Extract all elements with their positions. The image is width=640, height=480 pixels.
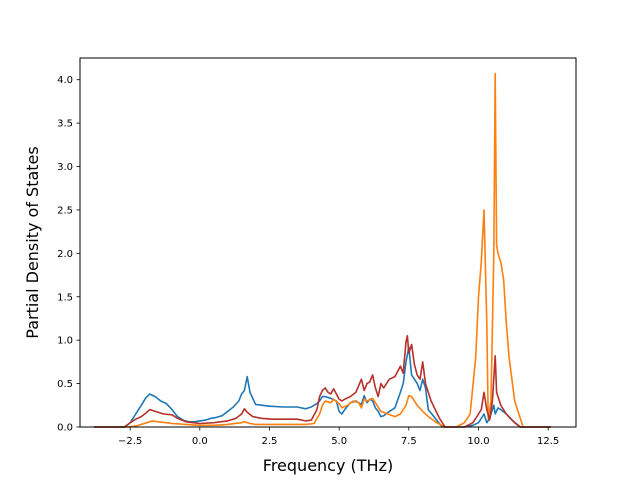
series-line-3: [93, 335, 551, 428]
y-tick-label: 1.0: [57, 336, 73, 347]
plot-frame: [79, 57, 577, 428]
y-tick-label: 1.5: [57, 292, 73, 303]
y-tick-label: 2.5: [57, 205, 73, 216]
y-tick-label: 3.5: [57, 119, 73, 130]
x-tick-label: 5.0: [331, 436, 347, 447]
x-tick-label: 2.5: [262, 436, 278, 447]
x-tick-label: 7.5: [401, 436, 417, 447]
x-tick-label: −2.5: [118, 436, 142, 447]
x-tick-label: 10.0: [467, 436, 489, 447]
x-axis: −2.5 0.0 2.5 5.0 7.5 10.0 12.5: [118, 427, 559, 447]
y-axis: 0.0 0.5 1.0 1.5 2.0 2.5 3.0 3.5 4.0: [57, 75, 80, 434]
series-line-2: [93, 72, 551, 428]
y-tick-label: 0.0: [57, 423, 73, 434]
y-tick-label: 2.0: [57, 249, 73, 260]
x-axis-title: Frequency (THz): [263, 456, 393, 475]
y-axis-title: Partial Density of States: [23, 146, 42, 338]
x-tick-label: 0.0: [192, 436, 208, 447]
y-tick-label: 3.0: [57, 162, 73, 173]
x-tick-label: 12.5: [537, 436, 559, 447]
y-tick-label: 4.0: [57, 75, 73, 86]
y-tick-label: 0.5: [57, 379, 73, 390]
series-layer: [93, 72, 551, 428]
plot-area-background: [80, 58, 576, 427]
